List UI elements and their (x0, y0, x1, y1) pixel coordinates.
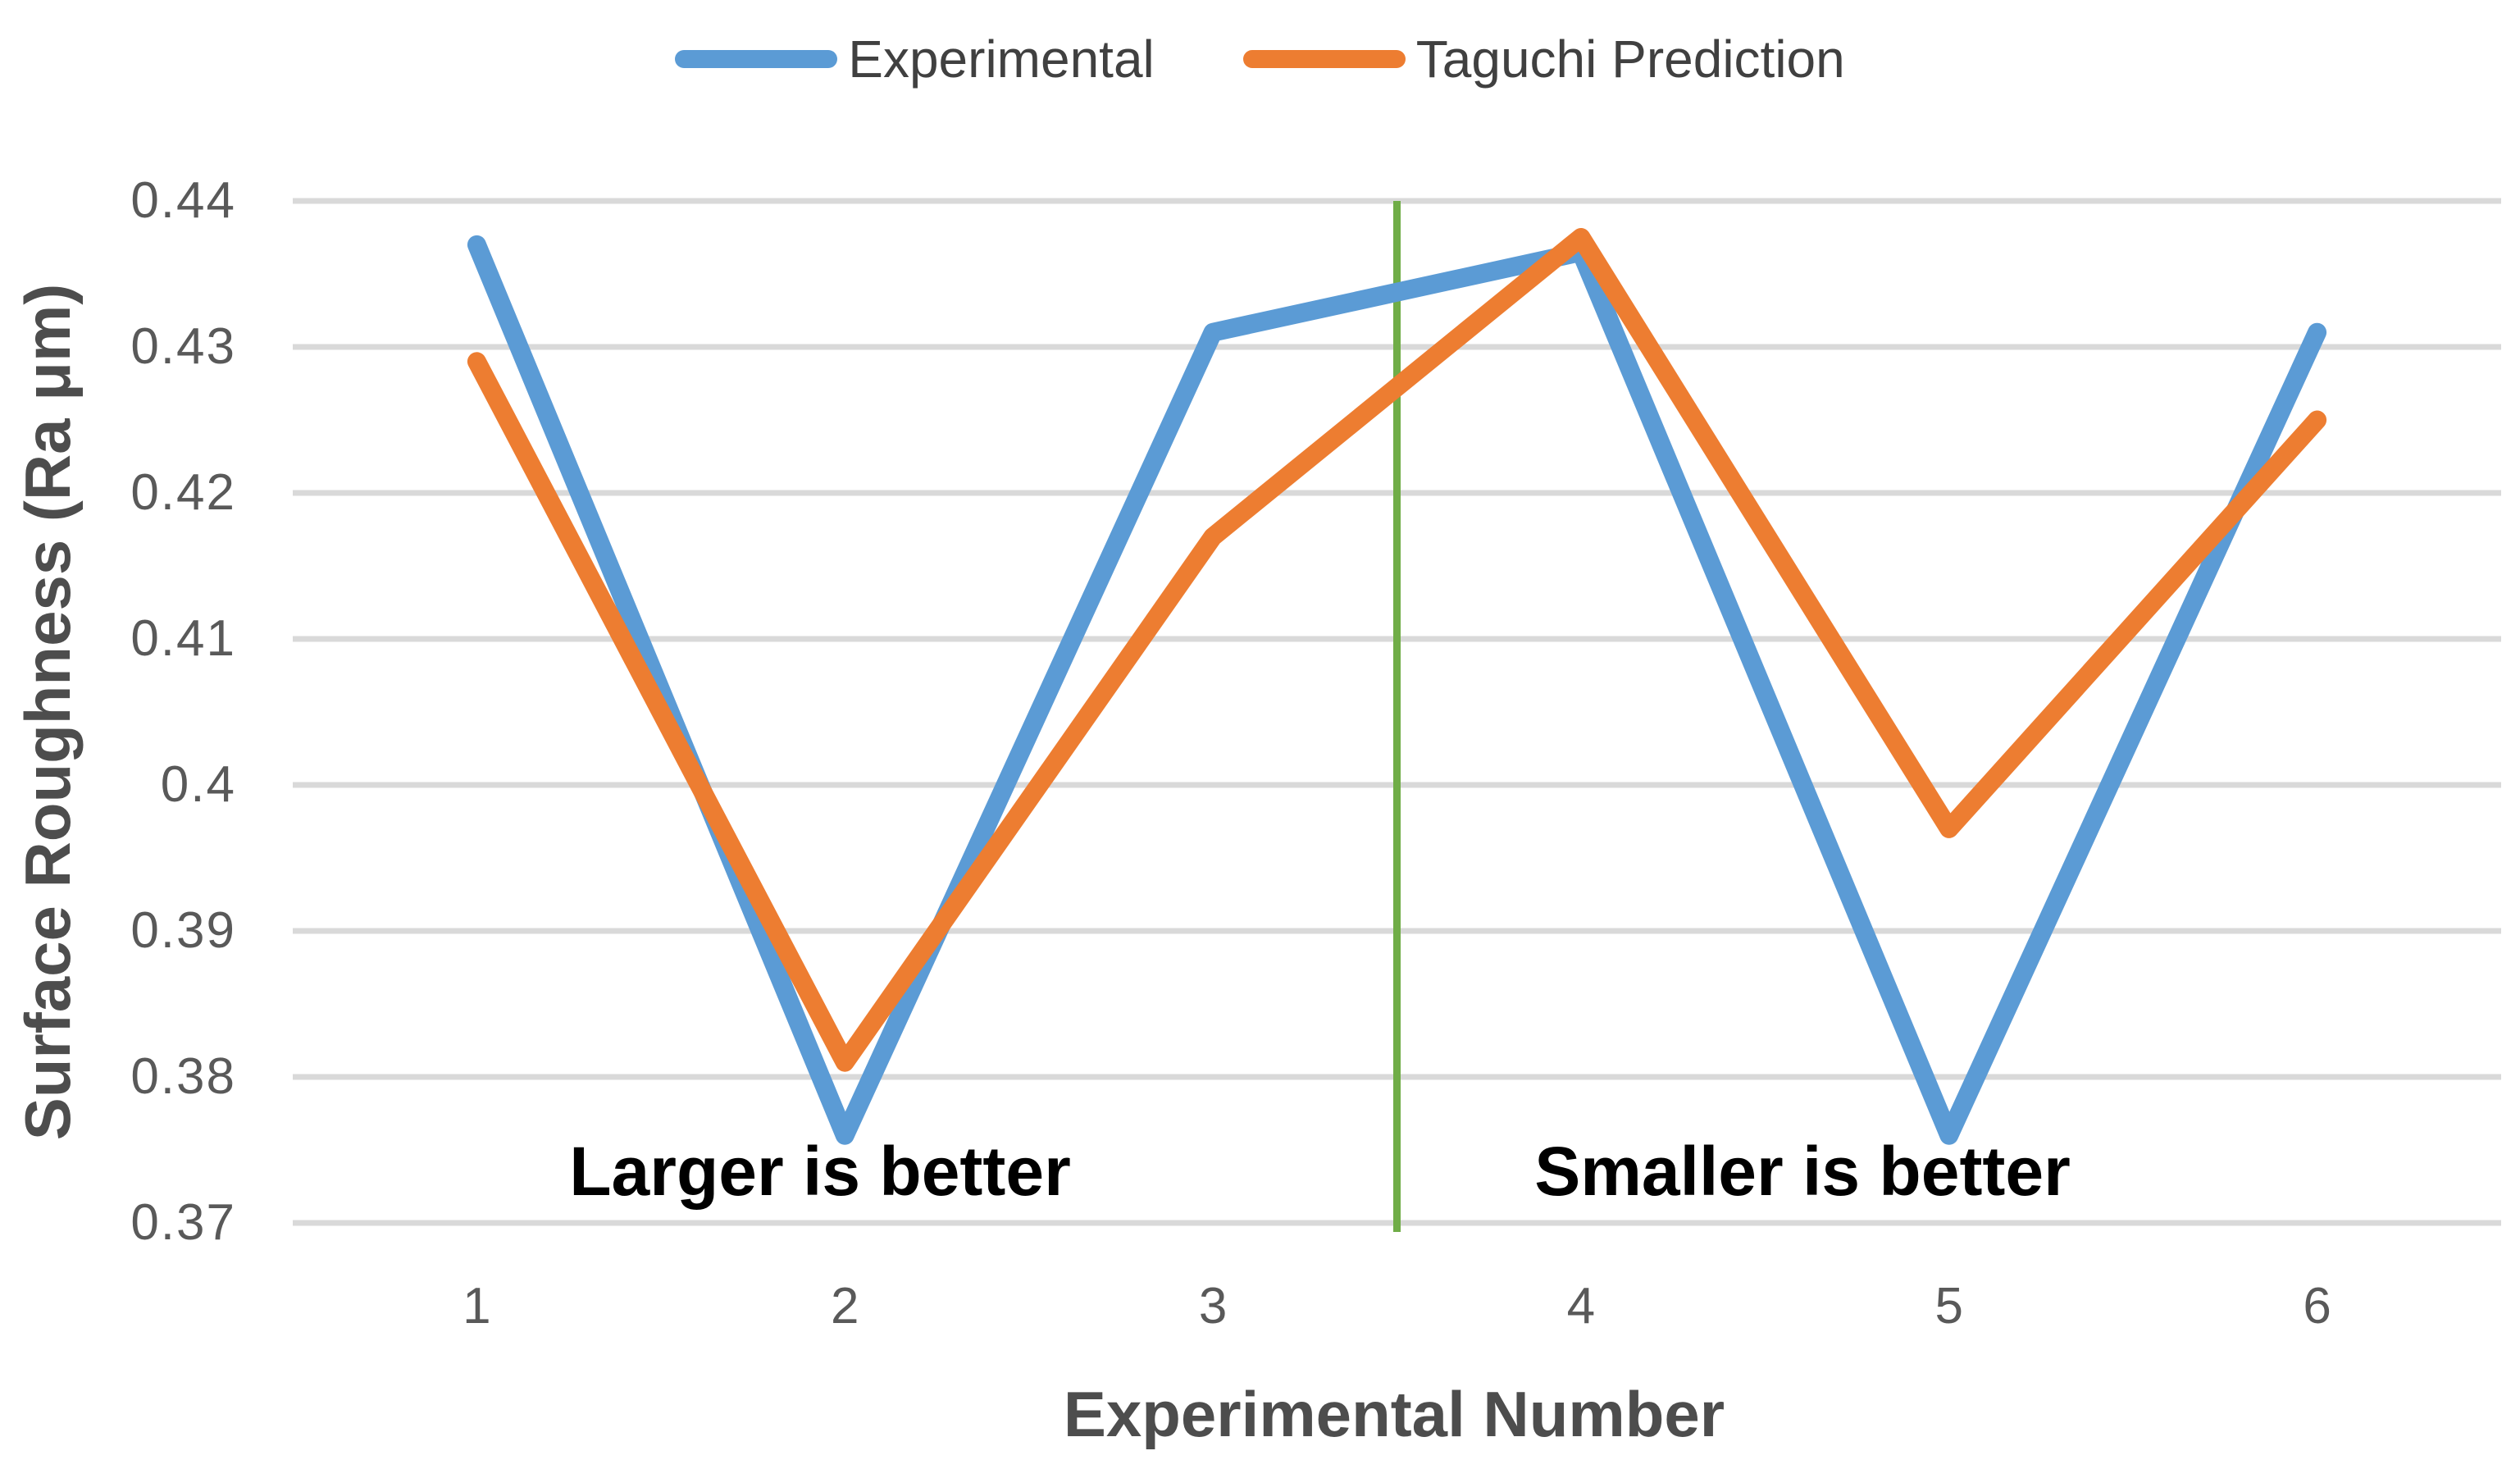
legend-swatch-experimental (675, 50, 838, 68)
x-axis-title: Experimental Number (1063, 1378, 1725, 1450)
y-tick-label-0.42: 0.42 (130, 464, 236, 521)
series-line-experimental (467, 235, 2327, 1145)
series-line-taguchi-prediction (467, 228, 2327, 1072)
legend-label-experimental: Experimental (848, 30, 1155, 89)
y-tick-label-0.43: 0.43 (130, 318, 236, 375)
legend: Experimental Taguchi Prediction (0, 21, 2520, 97)
x-tick-label-6: 6 (2303, 1278, 2331, 1334)
annotation-smaller-is-better: Smaller is better (1534, 1133, 2071, 1210)
legend-label-taguchi-prediction: Taguchi Prediction (1415, 30, 1845, 89)
series-lines-layer (467, 228, 2327, 1145)
y-tick-label-0.44: 0.44 (130, 172, 236, 229)
x-tick-label-4: 4 (1566, 1278, 1596, 1334)
legend-swatch-taguchi-prediction (1242, 50, 1406, 68)
annotation-larger-is-better: Larger is better (569, 1133, 1071, 1210)
y-tick-label-0.4: 0.4 (160, 756, 236, 813)
x-tick-label-3: 3 (1198, 1278, 1228, 1334)
y-tick-label-0.38: 0.38 (130, 1048, 236, 1105)
y-axis-title: Surface Roughness (Ra μm) (11, 283, 84, 1141)
y-tick-label-0.41: 0.41 (130, 610, 236, 667)
legend-item-experimental: Experimental (675, 33, 1155, 85)
y-tick-label-0.37: 0.37 (130, 1194, 236, 1251)
x-tick-label-5: 5 (1934, 1278, 1963, 1334)
legend-item-taguchi-prediction: Taguchi Prediction (1242, 30, 1845, 89)
x-tick-label-2: 2 (831, 1278, 859, 1334)
y-tick-label-0.39: 0.39 (130, 902, 236, 959)
x-tick-label-1: 1 (463, 1278, 491, 1334)
